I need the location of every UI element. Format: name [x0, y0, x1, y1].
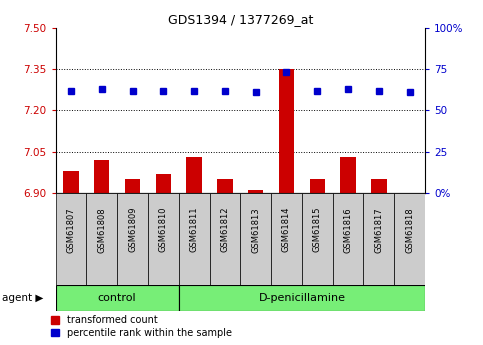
Bar — [117, 193, 148, 285]
Text: GSM61815: GSM61815 — [313, 207, 322, 253]
Text: GSM61808: GSM61808 — [97, 207, 106, 253]
Text: GSM61813: GSM61813 — [251, 207, 260, 253]
Text: GSM61816: GSM61816 — [343, 207, 353, 253]
Bar — [310, 179, 325, 193]
Text: GSM61807: GSM61807 — [67, 207, 75, 253]
Bar — [179, 285, 425, 310]
Legend: transformed count, percentile rank within the sample: transformed count, percentile rank withi… — [51, 315, 232, 338]
Text: GSM61812: GSM61812 — [220, 207, 229, 253]
Bar — [394, 193, 425, 285]
Text: agent ▶: agent ▶ — [2, 293, 44, 303]
Bar — [56, 193, 86, 285]
Text: GSM61810: GSM61810 — [159, 207, 168, 253]
Bar — [186, 157, 202, 193]
Bar — [217, 179, 233, 193]
Text: GSM61811: GSM61811 — [190, 207, 199, 253]
Text: GSM61818: GSM61818 — [405, 207, 414, 253]
Bar — [156, 174, 171, 193]
Text: GSM61817: GSM61817 — [374, 207, 384, 253]
Bar — [371, 179, 386, 193]
Text: D-penicillamine: D-penicillamine — [258, 293, 345, 303]
Bar — [125, 179, 140, 193]
Bar — [94, 160, 110, 193]
Bar — [271, 193, 302, 285]
Bar — [210, 193, 240, 285]
Text: GSM61814: GSM61814 — [282, 207, 291, 253]
Bar — [63, 171, 79, 193]
Text: GSM61809: GSM61809 — [128, 207, 137, 253]
Title: GDS1394 / 1377269_at: GDS1394 / 1377269_at — [168, 13, 313, 27]
Bar — [179, 193, 210, 285]
Bar — [248, 190, 263, 193]
Bar — [341, 157, 356, 193]
Bar — [148, 193, 179, 285]
Bar — [86, 193, 117, 285]
Bar — [56, 285, 179, 310]
Bar — [402, 193, 417, 196]
Bar — [333, 193, 364, 285]
Text: control: control — [98, 293, 136, 303]
Bar — [240, 193, 271, 285]
Bar — [364, 193, 394, 285]
Bar — [279, 69, 294, 193]
Bar — [302, 193, 333, 285]
